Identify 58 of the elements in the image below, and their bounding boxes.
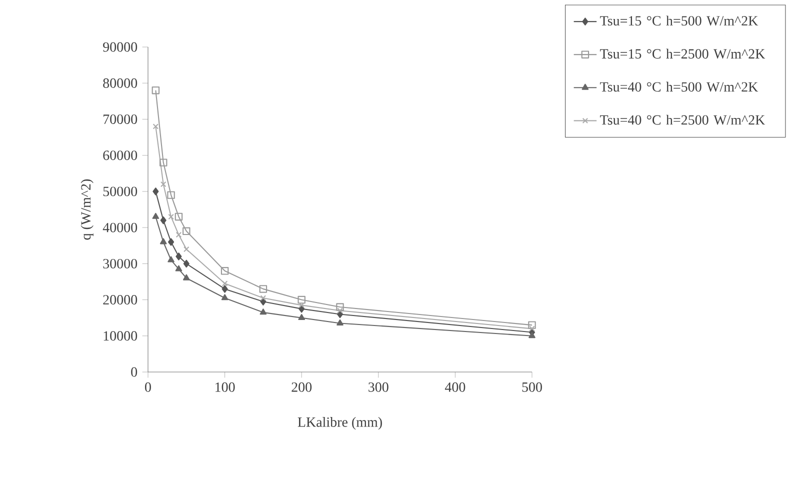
y-tick-label: 10000 — [104, 331, 138, 341]
point — [221, 294, 228, 300]
point — [260, 308, 267, 315]
point — [160, 181, 166, 188]
point — [260, 295, 266, 301]
point — [175, 265, 182, 272]
point — [337, 308, 343, 314]
x-axis-title: LKalibre (mm) — [298, 417, 382, 430]
point — [152, 86, 160, 94]
x-tick-label: 500 — [522, 382, 542, 392]
point — [528, 332, 536, 338]
legend-label: Tsu=40 °C h=2500 W/m^2K — [600, 114, 766, 125]
x-tick-label: 100 — [216, 382, 235, 392]
point — [159, 158, 168, 166]
y-tick-label: 50000 — [103, 186, 138, 196]
point — [152, 124, 159, 130]
point — [298, 302, 304, 308]
point — [182, 274, 190, 280]
point — [176, 252, 182, 260]
y-tick-label: 60000 — [103, 150, 138, 160]
point — [222, 285, 228, 293]
point — [528, 321, 536, 329]
y-tick-label: 20000 — [103, 295, 138, 305]
legend-label: Tsu=15 °C h=500 W/m^2K — [600, 16, 758, 26]
point — [160, 238, 167, 244]
y-tick-label: 70000 — [104, 114, 138, 124]
point — [167, 191, 175, 199]
y-tick-label: 40000 — [102, 222, 138, 232]
point — [336, 303, 344, 311]
point — [160, 216, 166, 224]
y-tick-label: 0 — [131, 367, 138, 377]
point — [220, 267, 229, 275]
y-tick-label: 80000 — [103, 78, 138, 88]
point — [152, 212, 160, 219]
point — [184, 246, 190, 252]
point — [168, 256, 174, 262]
point — [298, 314, 306, 320]
x-tick-label: 300 — [368, 382, 388, 392]
point — [168, 214, 174, 220]
point — [183, 260, 190, 268]
x-tick-label: 400 — [444, 382, 466, 392]
x-tick-label: 0 — [145, 382, 151, 392]
y-tick-label: 30000 — [103, 258, 138, 268]
point — [174, 212, 183, 221]
point — [152, 188, 159, 196]
point — [222, 280, 228, 286]
y-tick-label: 90000 — [103, 42, 138, 52]
legend-label: Tsu=40 °C h=500 W/m^2K — [600, 82, 758, 92]
point — [336, 319, 344, 326]
legend-label: Tsu=15 °C h=2500 W/m^2K — [600, 48, 766, 59]
y-axis-title: q (W/m^2) — [80, 179, 94, 240]
point — [259, 285, 268, 293]
point — [182, 227, 190, 236]
point — [176, 232, 182, 238]
point — [168, 238, 174, 246]
point — [298, 296, 306, 304]
x-tick-label: 200 — [292, 382, 312, 392]
point — [529, 326, 535, 332]
